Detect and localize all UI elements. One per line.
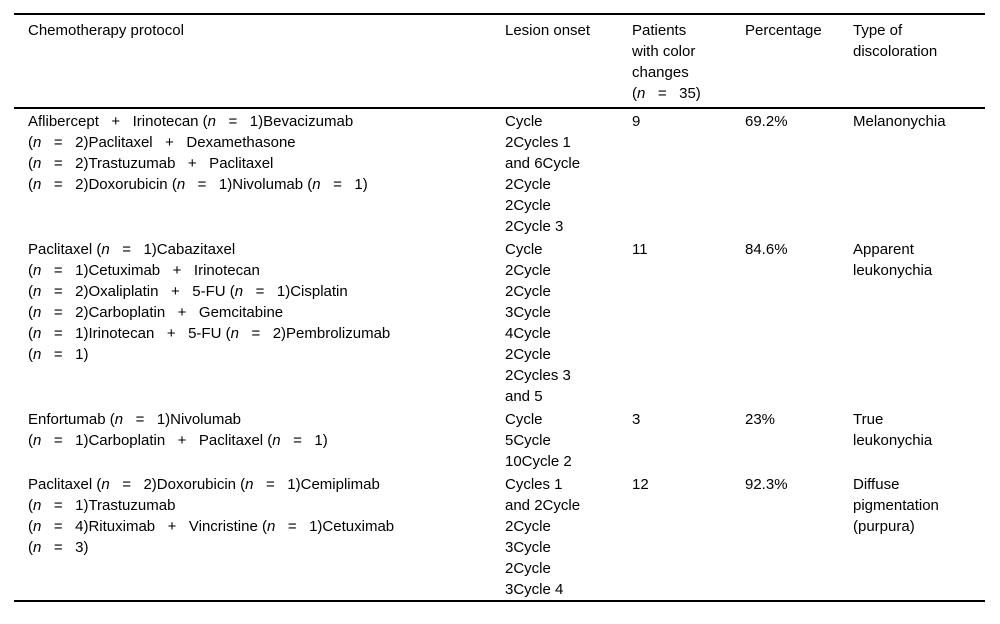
column-header-patients-with-color-changes: Patients with color changes (n = 35): [618, 14, 731, 109]
column-header-lesion-onset: Lesion onset: [491, 14, 618, 109]
patients-cell: 11: [632, 241, 648, 258]
protocol-cell: Paclitaxel (n = 2)Doxorubicin (n = 1)Cem…: [28, 476, 395, 556]
protocol-cell: Paclitaxel (n = 1)Cabazitaxel (n = 1)Cet…: [28, 241, 391, 363]
percentage-cell: 23%: [745, 411, 776, 428]
table-row: Paclitaxel (n = 1)Cabazitaxel (n = 1)Cet…: [14, 237, 985, 407]
chemotherapy-discoloration-table: Chemotherapy protocol Lesion onset Patie…: [14, 13, 985, 602]
percentage-cell: 69.2%: [745, 113, 788, 130]
patients-cell: 9: [632, 113, 641, 130]
column-header-type-of-discoloration: Type of discoloration: [839, 14, 985, 109]
discoloration-cell: True leukonychia: [853, 411, 933, 449]
protocol-cell: Enfortumab (n = 1)Nivolumab (n = 1)Carbo…: [28, 411, 328, 449]
discoloration-cell: Diffuse pigmentation (purpura): [853, 476, 939, 535]
table-row: Paclitaxel (n = 2)Doxorubicin (n = 1)Cem…: [14, 472, 985, 601]
percentage-cell: 92.3%: [745, 476, 788, 493]
table-row: Enfortumab (n = 1)Nivolumab (n = 1)Carbo…: [14, 407, 985, 472]
lesion-onset-cell: Cycle 2Cycles 1 and 6Cycle 2Cycle 2Cycle…: [505, 113, 581, 235]
lesion-onset-cell: Cycle 5Cycle 10Cycle 2: [505, 411, 572, 470]
patients-cell: 3: [632, 411, 641, 428]
table-row: Aflibercept + Irinotecan (n = 1)Bevacizu…: [14, 108, 985, 237]
lesion-onset-cell: Cycle 2Cycle 2Cycle 3Cycle 4Cycle 2Cycle…: [505, 241, 571, 405]
lesion-onset-cell: Cycles 1 and 2Cycle 2Cycle 3Cycle 2Cycle…: [505, 476, 581, 598]
percentage-cell: 84.6%: [745, 241, 788, 258]
patients-cell: 12: [632, 476, 649, 493]
protocol-cell: Aflibercept + Irinotecan (n = 1)Bevacizu…: [28, 113, 368, 193]
discoloration-cell: Apparent leukonychia: [853, 241, 933, 279]
header-row: Chemotherapy protocol Lesion onset Patie…: [14, 14, 985, 109]
column-header-percentage: Percentage: [731, 14, 839, 109]
column-header-chemotherapy-protocol: Chemotherapy protocol: [14, 14, 491, 109]
discoloration-cell: Melanonychia: [853, 113, 946, 130]
